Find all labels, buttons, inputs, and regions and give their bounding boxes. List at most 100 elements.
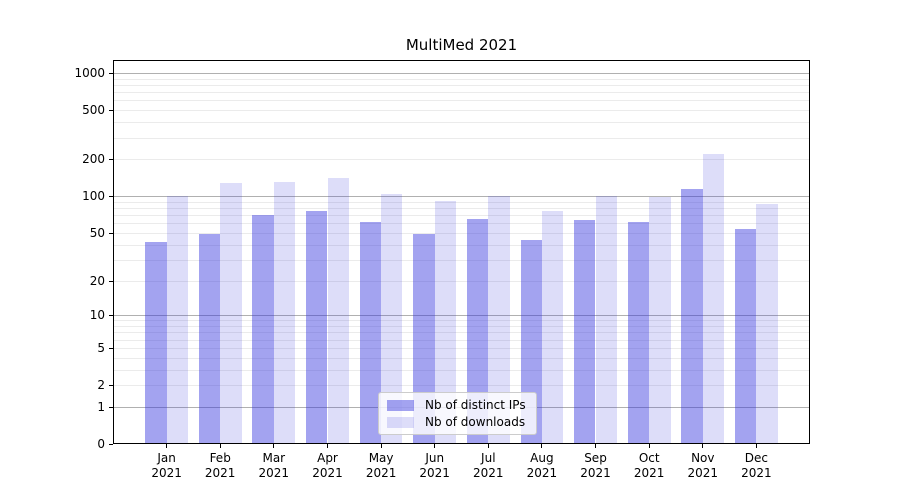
x-tick-label: Mar 2021 bbox=[258, 451, 290, 480]
minor-gridline bbox=[114, 100, 809, 102]
bar-downloads-dec bbox=[756, 204, 778, 443]
y-tick-mark bbox=[109, 110, 113, 112]
bar-distinct-ips-jan bbox=[145, 242, 167, 443]
minor-gridline bbox=[114, 259, 809, 261]
x-tick-mark bbox=[327, 444, 328, 448]
x-tick-mark bbox=[648, 444, 650, 448]
minor-gridline bbox=[114, 320, 809, 322]
y-tick-mark bbox=[109, 280, 113, 282]
x-tick-label: Nov 2021 bbox=[687, 451, 719, 480]
minor-gridline bbox=[114, 347, 809, 349]
y-tick-mark bbox=[109, 347, 113, 349]
legend-swatch-distinct-ips-icon bbox=[387, 399, 414, 411]
bar-distinct-ips-apr bbox=[306, 210, 328, 443]
x-tick-label: May 2021 bbox=[365, 451, 397, 480]
y-tick-mark bbox=[109, 444, 113, 445]
bar-distinct-ips-jul bbox=[466, 219, 489, 443]
y-tick-label: 200 bbox=[82, 152, 105, 167]
bar-distinct-ips-feb bbox=[198, 233, 221, 443]
y-tick-mark bbox=[109, 196, 113, 198]
x-tick-label: Jan 2021 bbox=[151, 451, 182, 480]
x-tick-label: Jul 2021 bbox=[473, 451, 504, 480]
minor-gridline bbox=[114, 122, 809, 124]
y-tick-mark bbox=[109, 159, 113, 161]
bar-downloads-oct bbox=[649, 197, 671, 443]
y-tick-mark bbox=[109, 315, 113, 317]
bar-downloads-sep bbox=[595, 196, 617, 443]
minor-gridline bbox=[114, 223, 809, 225]
bar-downloads-may bbox=[381, 193, 403, 443]
bar-downloads-aug bbox=[541, 210, 564, 443]
legend-item-downloads: Nb of downloads bbox=[387, 415, 526, 429]
bar-distinct-ips-oct bbox=[627, 222, 650, 443]
bar-downloads-apr bbox=[327, 178, 349, 443]
x-tick-mark bbox=[273, 444, 275, 448]
minor-gridline bbox=[114, 110, 809, 112]
y-tick-label: 2 bbox=[97, 378, 105, 392]
x-tick-label: Oct 2021 bbox=[633, 451, 665, 480]
x-tick-mark bbox=[702, 444, 704, 448]
bar-downloads-jan bbox=[166, 196, 188, 443]
x-tick-mark bbox=[487, 444, 489, 448]
bar-distinct-ips-jun bbox=[413, 233, 435, 443]
x-tick-mark bbox=[380, 444, 382, 448]
y-tick-label: 1000 bbox=[74, 66, 105, 80]
minor-gridline bbox=[114, 385, 809, 386]
minor-gridline bbox=[114, 357, 809, 359]
legend-item-distinct-ips: Nb of distinct IPs bbox=[387, 398, 526, 412]
y-tick-mark bbox=[109, 406, 113, 408]
x-tick-label: Feb 2021 bbox=[204, 451, 236, 480]
y-tick-label: 0 bbox=[97, 437, 105, 451]
x-tick-label: Aug 2021 bbox=[526, 451, 558, 480]
legend: Nb of distinct IPs Nb of downloads bbox=[378, 392, 537, 435]
minor-gridline bbox=[114, 215, 809, 217]
legend-swatch-downloads-icon bbox=[387, 416, 414, 428]
x-tick-label: Dec 2021 bbox=[741, 451, 772, 480]
bar-distinct-ips-mar bbox=[252, 215, 274, 443]
bar-downloads-jul bbox=[488, 195, 510, 443]
bar-downloads-mar bbox=[273, 182, 296, 443]
y-tick-label: 1 bbox=[97, 399, 105, 414]
x-tick-label: Sep 2021 bbox=[580, 451, 611, 480]
x-tick-mark bbox=[755, 444, 757, 448]
x-tick-mark bbox=[541, 444, 543, 448]
bar-distinct-ips-sep bbox=[574, 219, 596, 443]
minor-gridline bbox=[114, 137, 809, 139]
y-tick-mark bbox=[109, 73, 113, 74]
minor-gridline bbox=[114, 78, 809, 80]
minor-gridline bbox=[114, 201, 809, 203]
minor-gridline bbox=[114, 159, 809, 161]
y-tick-label: 100 bbox=[82, 189, 105, 204]
minor-gridline bbox=[114, 326, 809, 327]
x-tick-label: Apr 2021 bbox=[312, 451, 343, 480]
x-tick-mark bbox=[219, 444, 221, 448]
y-tick-mark bbox=[109, 232, 113, 234]
minor-gridline bbox=[114, 85, 809, 86]
y-tick-label: 20 bbox=[89, 273, 105, 288]
minor-gridline bbox=[114, 339, 809, 341]
chart-title: MultiMed 2021 bbox=[405, 36, 518, 54]
minor-gridline bbox=[114, 208, 809, 209]
major-gridline bbox=[114, 315, 809, 317]
y-tick-label: 10 bbox=[89, 308, 105, 323]
bar-downloads-jun bbox=[434, 200, 457, 443]
x-tick-mark bbox=[595, 444, 596, 448]
minor-gridline bbox=[114, 332, 809, 334]
legend-label-distinct-ips: Nb of distinct IPs bbox=[425, 398, 526, 412]
y-tick-mark bbox=[109, 385, 113, 386]
x-tick-label: Jun 2021 bbox=[419, 451, 450, 480]
y-tick-label: 500 bbox=[82, 103, 105, 118]
x-tick-mark bbox=[434, 444, 436, 448]
y-tick-label: 50 bbox=[89, 225, 105, 240]
x-tick-mark bbox=[166, 444, 168, 448]
minor-gridline bbox=[114, 232, 809, 234]
y-tick-label: 5 bbox=[97, 340, 105, 355]
bar-distinct-ips-dec bbox=[735, 228, 757, 443]
major-gridline bbox=[114, 73, 809, 74]
minor-gridline bbox=[114, 244, 809, 246]
major-gridline bbox=[114, 196, 809, 198]
bar-downloads-feb bbox=[220, 182, 242, 443]
minor-gridline bbox=[114, 92, 809, 94]
legend-label-downloads: Nb of downloads bbox=[425, 415, 526, 429]
